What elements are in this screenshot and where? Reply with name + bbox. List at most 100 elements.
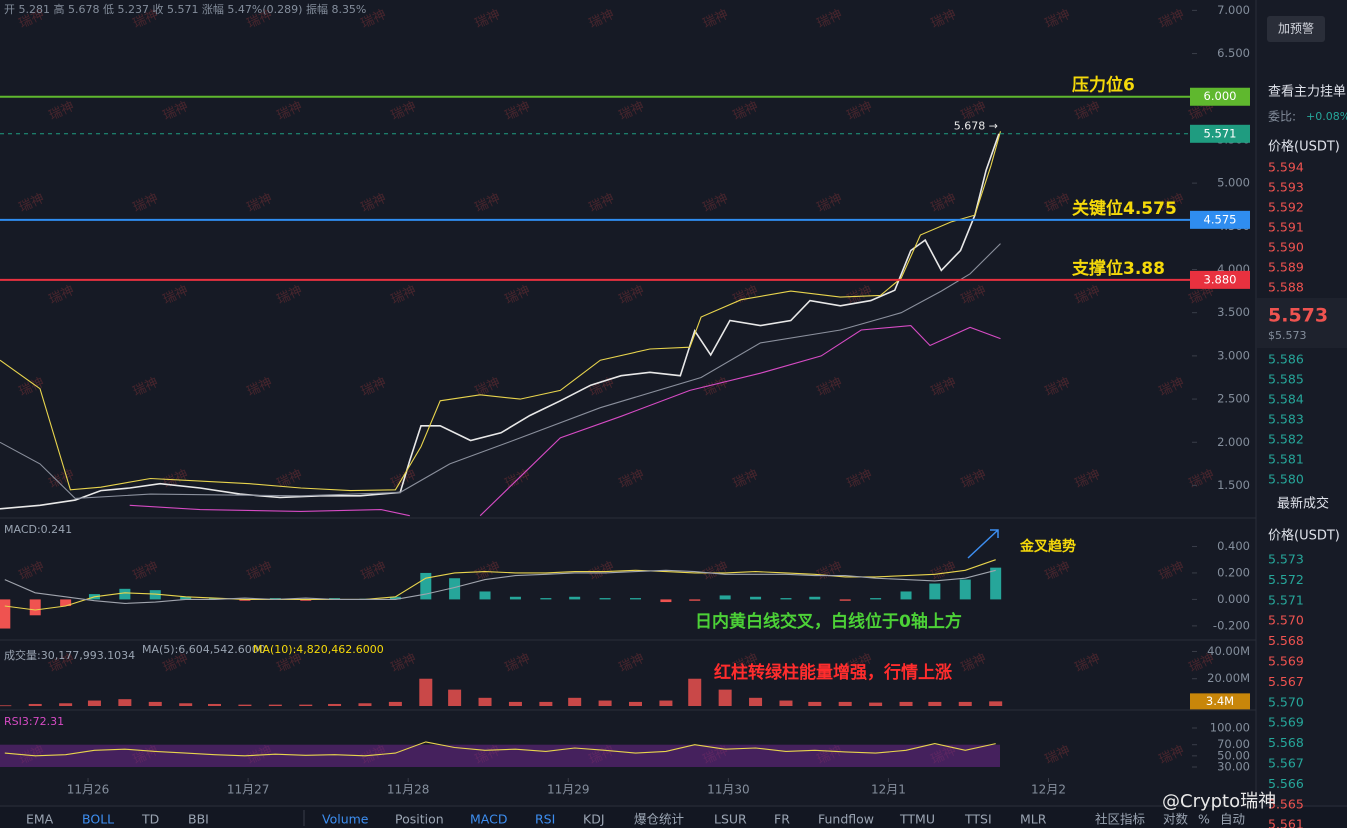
indicator-tab[interactable]: EMA <box>26 812 54 827</box>
main-orders[interactable]: 查看主力挂单 <box>1268 84 1346 100</box>
bar <box>839 599 851 601</box>
indicator-tab[interactable]: Fundflow <box>818 812 874 827</box>
alert-button[interactable] <box>1267 16 1325 42</box>
indicator-tab[interactable]: RSI <box>535 812 555 827</box>
ask-price: 5.592 <box>1268 200 1304 215</box>
bar <box>239 599 251 601</box>
level-name: 关键位4.575 <box>1072 198 1177 219</box>
y-tick-label: 50.00 <box>1217 748 1250 762</box>
indicator-tab[interactable]: 爆仓统计 <box>634 812 684 827</box>
bar <box>808 701 822 706</box>
bar <box>928 701 942 706</box>
line-series <box>0 133 1000 510</box>
price-tag <box>1190 210 1250 229</box>
bid-price: 5.585 <box>1268 372 1304 387</box>
bar <box>540 598 552 600</box>
bar <box>478 697 492 706</box>
toolbar-option[interactable]: 对数 <box>1163 812 1189 827</box>
indicator-tab[interactable]: TTMU <box>899 812 935 827</box>
indicator-tab[interactable]: LSUR <box>714 812 747 827</box>
bar <box>838 701 852 706</box>
indicator-tab[interactable]: Volume <box>322 812 369 827</box>
trade-price: 5.571 <box>1268 592 1304 607</box>
indicator-tab[interactable]: TTSI <box>964 812 992 827</box>
indicator-tab[interactable]: TD <box>141 812 159 827</box>
trade-price: 5.561 <box>1268 817 1304 828</box>
indicator-tab[interactable]: MACD <box>470 812 507 827</box>
price-tag-label: 5.571 <box>1204 126 1237 140</box>
bar <box>0 705 12 707</box>
bar <box>630 598 642 600</box>
bid-price: 5.583 <box>1268 412 1304 427</box>
bar <box>209 598 221 600</box>
bar <box>509 596 521 600</box>
bar <box>449 578 461 600</box>
bar <box>598 700 612 706</box>
y-tick-label: 3.500 <box>1217 305 1250 319</box>
price-tag <box>1190 270 1250 289</box>
y-tick-label: 30.00 <box>1217 759 1250 773</box>
bar <box>419 678 433 706</box>
trades-header: 价格(USDT) <box>1268 528 1340 544</box>
alert-button-label[interactable]: 加预警 <box>1278 21 1314 36</box>
bar <box>389 596 401 600</box>
bar <box>809 596 821 600</box>
bar <box>0 599 11 629</box>
toolbar-option[interactable]: 自动 <box>1220 812 1245 827</box>
bar <box>749 697 763 706</box>
x-tick-label: 11月28 <box>387 783 430 797</box>
trade-price: 5.570 <box>1268 694 1304 709</box>
bar <box>718 689 732 706</box>
bid-price: 5.580 <box>1268 472 1304 487</box>
bar <box>569 596 581 600</box>
level-name: 压力位6 <box>1072 75 1135 96</box>
y-tick-label: 7.000 <box>1217 3 1250 17</box>
toolbar <box>0 807 1347 828</box>
bar <box>568 697 582 706</box>
bar <box>358 703 372 706</box>
x-tick-label: 12月2 <box>1031 783 1066 797</box>
y-tick-label: 0.400 <box>1217 539 1250 553</box>
bar <box>59 703 73 706</box>
indicator-tab[interactable]: BOLL <box>82 812 114 827</box>
rsi-band <box>0 744 1000 767</box>
toolbar-option[interactable]: % <box>1198 812 1210 827</box>
bar <box>208 703 222 706</box>
price-header: 价格(USDT) <box>1268 139 1340 155</box>
bar <box>780 598 792 600</box>
bar <box>180 596 192 600</box>
trades-title: 最新成交 <box>1277 496 1329 512</box>
x-tick-label: 11月27 <box>227 783 270 797</box>
indicator-tab[interactable]: Position <box>395 812 444 827</box>
bar <box>148 701 162 706</box>
bar <box>660 599 672 603</box>
bar <box>420 572 432 600</box>
bar <box>119 588 131 600</box>
trade-price: 5.567 <box>1268 756 1304 771</box>
indicator-tab[interactable]: BBI <box>188 812 209 827</box>
bar <box>179 703 193 706</box>
annotation: 日内黄白线交叉，白线位于0轴上方 <box>695 611 962 632</box>
bar <box>118 699 132 706</box>
indicator-tab[interactable]: MLR <box>1020 812 1047 827</box>
trade-price: 5.572 <box>1268 572 1304 587</box>
ask-price: 5.593 <box>1268 180 1304 195</box>
ask-price: 5.594 <box>1268 160 1304 175</box>
trade-price: 5.567 <box>1268 674 1304 689</box>
bar <box>929 583 941 600</box>
trade-price: 5.568 <box>1268 735 1304 750</box>
bar <box>269 598 281 600</box>
bar <box>328 703 342 706</box>
y-tick-label: -0.200 <box>1213 618 1250 632</box>
indicator-tab[interactable]: FR <box>774 812 790 827</box>
bar <box>958 701 972 706</box>
last-price: 5.573 <box>1268 305 1328 327</box>
indicator-tab[interactable]: KDJ <box>583 812 605 827</box>
last-price-usd: $5.573 <box>1268 329 1307 342</box>
toolbar-option[interactable]: 社区指标 <box>1095 812 1145 827</box>
ratio-label: 委比: <box>1268 110 1296 124</box>
y-tick-label: 2.000 <box>1217 435 1250 449</box>
